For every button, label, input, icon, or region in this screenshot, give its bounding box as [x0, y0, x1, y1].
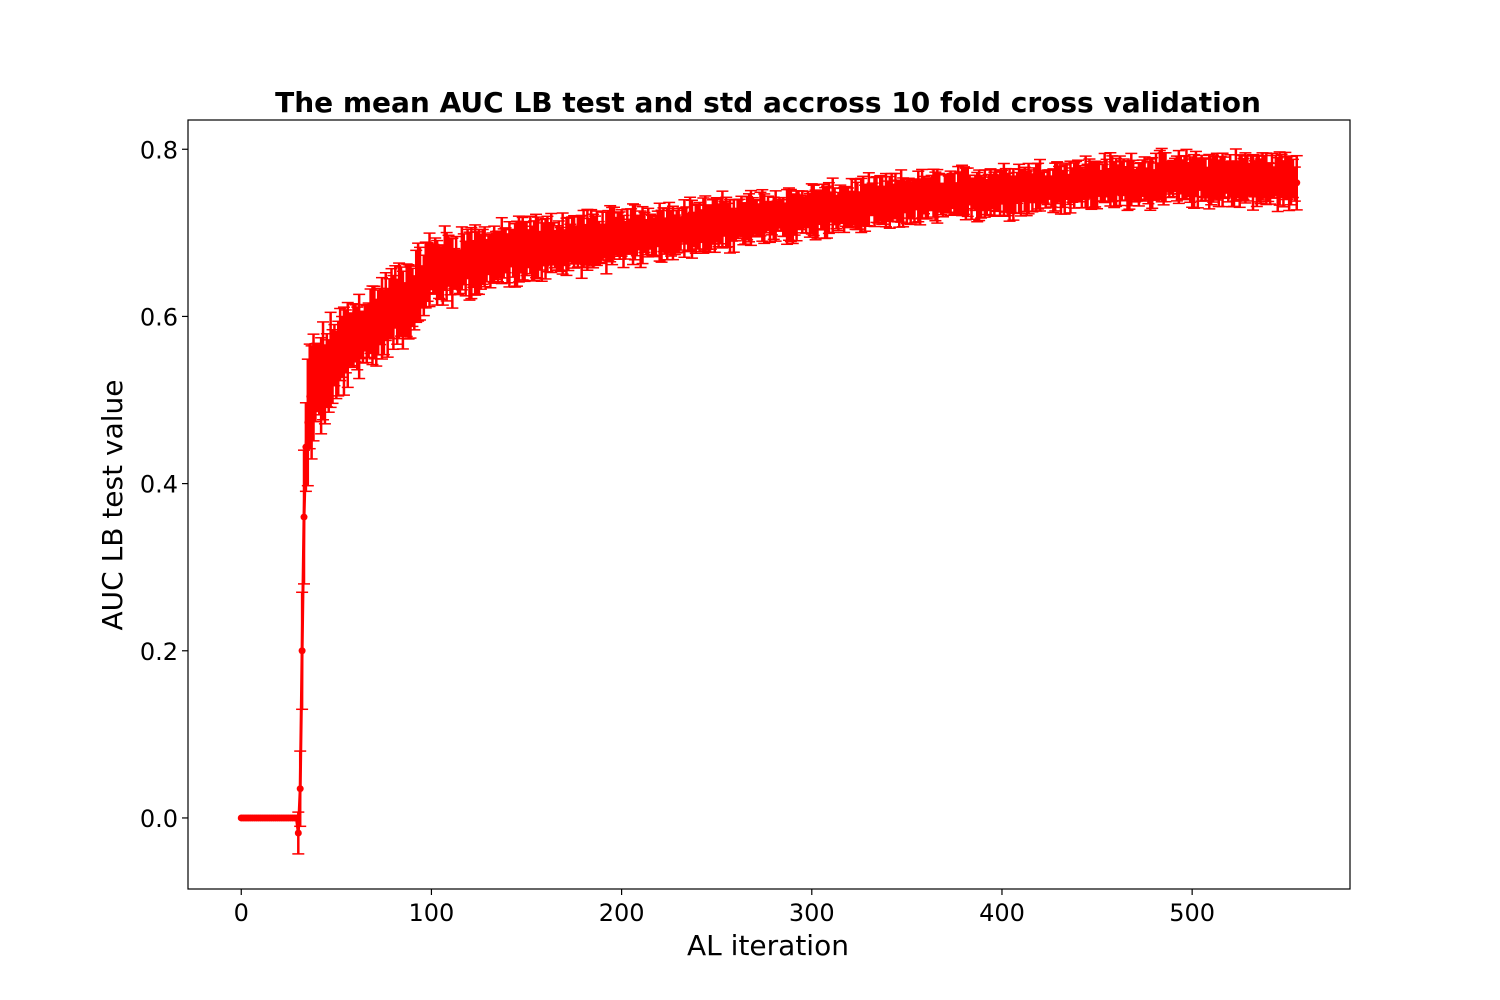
chart-title: The mean AUC LB test and std accross 10 … — [275, 86, 1261, 119]
data-point — [408, 293, 416, 301]
data-point — [306, 392, 314, 400]
data-point — [340, 347, 348, 355]
data-point — [813, 211, 821, 219]
data-point — [323, 366, 331, 374]
data-point — [1125, 181, 1133, 189]
data-point — [737, 213, 745, 221]
data-point — [439, 272, 447, 280]
data-point — [952, 194, 960, 202]
data-point — [300, 513, 308, 521]
y-tick-label: 0.2 — [140, 638, 178, 666]
data-point — [365, 326, 373, 334]
x-tick-label: 100 — [409, 899, 455, 927]
data-point — [1279, 180, 1287, 188]
data-point — [387, 300, 395, 308]
x-tick-label: 500 — [1169, 899, 1215, 927]
data-point — [372, 329, 380, 337]
data-point — [764, 209, 772, 217]
data-point — [296, 785, 304, 793]
data-point — [910, 198, 918, 206]
data-point — [325, 372, 333, 380]
data-point — [420, 281, 428, 289]
data-point — [460, 255, 468, 263]
data-point — [602, 239, 610, 247]
plot-area — [237, 147, 1303, 855]
data-point — [806, 211, 814, 219]
data-point — [344, 341, 352, 349]
data-point — [741, 220, 749, 228]
data-point — [1194, 179, 1202, 187]
data-point — [916, 198, 924, 206]
data-point — [526, 241, 534, 249]
data-point — [456, 268, 464, 276]
data-point — [332, 361, 340, 369]
data-point — [304, 418, 312, 426]
data-point — [1182, 170, 1190, 178]
x-axis-ticks: 0 100 200 300 400 500 — [234, 889, 1215, 927]
data-point — [665, 224, 673, 232]
data-point — [431, 262, 439, 270]
data-point — [819, 203, 827, 211]
x-tick-label: 0 — [234, 899, 249, 927]
data-point — [298, 647, 306, 655]
data-point — [732, 221, 740, 229]
data-point — [321, 380, 329, 388]
data-point — [327, 356, 335, 364]
data-point — [1055, 180, 1063, 188]
data-point — [1274, 181, 1282, 189]
data-point — [677, 229, 685, 237]
data-point — [834, 207, 842, 215]
data-point — [686, 220, 694, 228]
data-point — [1120, 173, 1128, 181]
y-tick-label: 0.4 — [140, 471, 178, 499]
data-point — [294, 829, 302, 837]
data-point — [445, 257, 453, 265]
data-point — [1046, 181, 1054, 189]
y-axis-label: AUC LB test value — [96, 380, 129, 631]
data-point — [863, 201, 871, 209]
y-axis-ticks: 0.0 0.2 0.4 0.6 0.8 — [140, 136, 188, 833]
data-point — [1293, 179, 1301, 187]
y-tick-label: 0.8 — [140, 136, 178, 164]
data-point — [618, 229, 626, 237]
data-point — [1230, 180, 1238, 188]
data-point — [302, 443, 310, 451]
y-tick-label: 0.0 — [140, 805, 178, 833]
plot-frame — [187, 119, 1351, 890]
data-point — [464, 250, 472, 258]
data-point — [1085, 175, 1093, 183]
x-tick-label: 200 — [599, 899, 645, 927]
data-point — [452, 259, 460, 267]
data-point — [1226, 172, 1234, 180]
data-point — [549, 239, 557, 247]
data-point — [1028, 189, 1036, 197]
y-tick-label: 0.6 — [140, 303, 178, 331]
data-point — [315, 376, 323, 384]
data-point — [1011, 191, 1019, 199]
x-axis-label: AL iteration — [687, 929, 849, 962]
data-point — [1104, 181, 1112, 189]
data-point — [831, 202, 839, 210]
data-point — [401, 305, 409, 313]
data-point — [308, 398, 316, 406]
data-point — [384, 319, 392, 327]
data-point — [1063, 177, 1071, 185]
data-point — [393, 308, 401, 316]
data-point — [935, 189, 943, 197]
data-point — [1154, 177, 1162, 185]
data-point — [939, 196, 947, 204]
data-point — [397, 298, 405, 306]
x-tick-label: 400 — [979, 899, 1025, 927]
data-point — [410, 299, 418, 307]
data-point — [292, 814, 300, 822]
data-point — [334, 355, 342, 363]
x-tick-label: 300 — [789, 899, 835, 927]
